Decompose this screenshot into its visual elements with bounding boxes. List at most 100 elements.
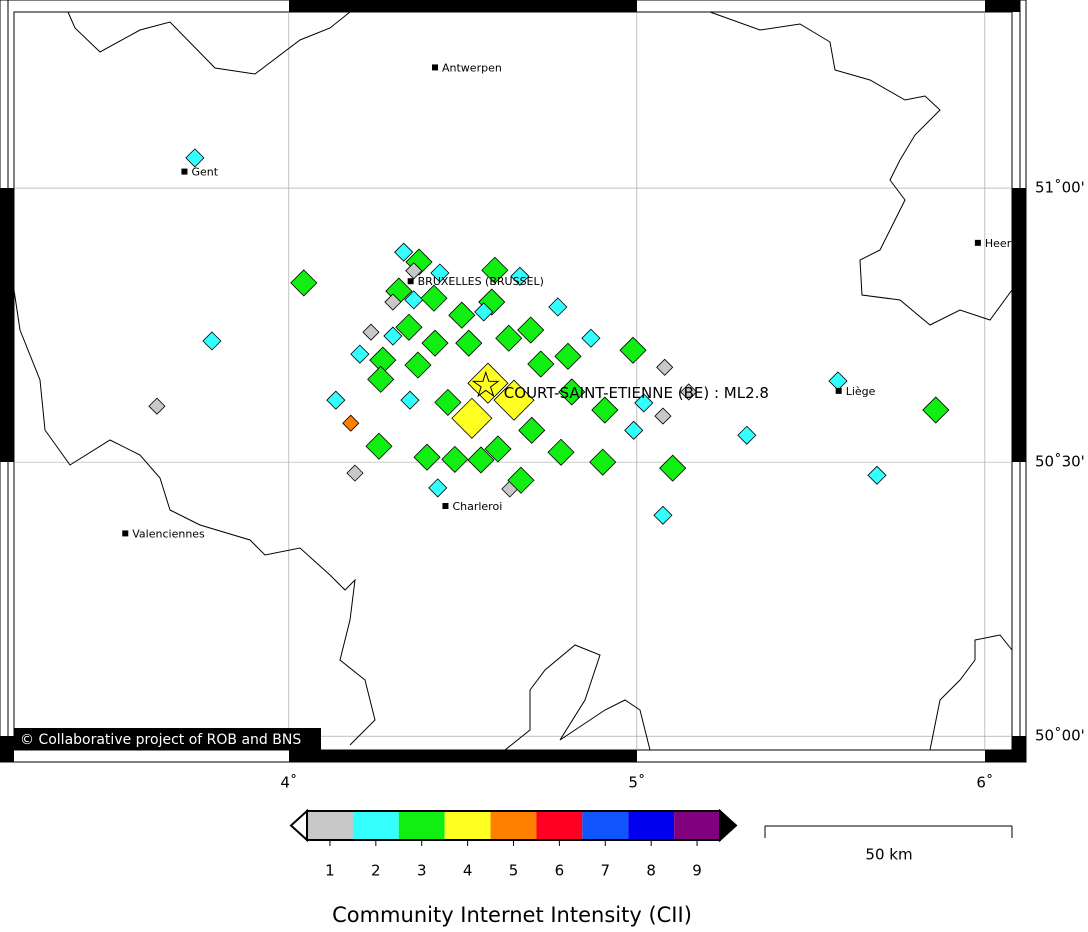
colorbar-tick-label: 1 <box>325 862 335 880</box>
report-diamond <box>362 323 380 341</box>
report-diamond <box>554 342 582 370</box>
colorbar-swatch <box>444 811 491 840</box>
report-diamond <box>680 383 698 401</box>
report-diamond <box>421 329 449 357</box>
report-diamond <box>624 420 644 440</box>
report-diamond <box>148 397 166 415</box>
report-diamond <box>448 301 476 329</box>
report-diamond <box>527 350 555 378</box>
frame-band <box>0 188 14 462</box>
report-diamond <box>451 397 493 439</box>
city-label: Heer <box>985 237 1012 250</box>
city-marker <box>442 502 449 509</box>
legend-title: Community Internet Intensity (CII) <box>332 903 692 927</box>
report-diamond <box>589 448 617 476</box>
lon-tick-label: 6˚ <box>976 774 993 792</box>
report-diamond <box>619 336 647 364</box>
frame-band <box>1012 188 1026 462</box>
report-diamond <box>430 263 450 283</box>
report-diamond <box>517 316 545 344</box>
report-diamond <box>342 414 360 432</box>
colorbar-tick-label: 7 <box>601 862 611 880</box>
report-diamond <box>441 445 469 473</box>
colorbar-low-arrow <box>289 808 308 843</box>
report-diamond <box>290 269 318 297</box>
colorbar: 1 2 3 4 5 6 7 8 9 <box>289 808 738 880</box>
frame-inner <box>13 11 1013 751</box>
report-diamond <box>653 505 673 525</box>
lat-tick-label: 50˚00' <box>1035 727 1085 745</box>
city-marker <box>835 387 842 394</box>
city-label: Charleroi <box>452 500 502 513</box>
report-diamond <box>434 388 462 416</box>
report-diamond <box>634 393 654 413</box>
epicenter-star <box>471 370 500 398</box>
colorbar-tick-label: 9 <box>692 862 702 880</box>
frame-band <box>985 750 1020 762</box>
colorbar-swatch <box>307 811 353 840</box>
report-diamond <box>326 390 346 410</box>
colorbar-swatch <box>536 811 583 840</box>
frame-border <box>0 0 1027 763</box>
frame-band <box>0 736 14 762</box>
colorbar-swatch <box>398 811 445 840</box>
report-diamond <box>365 432 393 460</box>
border <box>504 644 651 751</box>
colorbar-tick-label: 5 <box>509 862 519 880</box>
report-diamond <box>400 390 420 410</box>
frame-band <box>985 0 1020 12</box>
colorbar-swatch <box>490 811 537 840</box>
report-diamond <box>510 266 530 286</box>
city-label: Valenciennes <box>132 527 205 540</box>
credit-box <box>14 728 321 750</box>
places: Antwerpen Gent BRUXELLES (BRUSSEL) Heer Lièg… <box>122 61 1012 540</box>
credit: © Collaborative project of ROB and BNS <box>20 732 301 748</box>
report-diamond <box>867 465 887 485</box>
report-diamond <box>404 351 432 379</box>
frame-band <box>1012 736 1026 762</box>
city-marker <box>432 64 439 71</box>
report-diamond <box>428 478 448 498</box>
report-diamond <box>581 328 601 348</box>
lat-tick-label: 50˚30' <box>1035 453 1085 471</box>
event-label: COURT-SAINT-ETIENNE (BE) : ML2.8 <box>504 384 769 402</box>
report-diamond <box>350 344 370 364</box>
colorbar-tick-label: 3 <box>417 862 427 880</box>
report-diamond <box>185 148 205 168</box>
border <box>709 11 1013 326</box>
report-diamond <box>547 438 575 466</box>
report-diamond <box>507 466 535 494</box>
report-diamond <box>474 302 494 322</box>
lat-tick-label: 51˚00' <box>1035 179 1085 197</box>
report-diamond <box>654 407 672 425</box>
report-diamond <box>367 365 395 393</box>
city-marker <box>974 239 981 246</box>
city-marker <box>181 168 188 175</box>
reports <box>148 148 950 525</box>
city-label: Liège <box>846 385 876 398</box>
borders <box>13 11 1013 751</box>
report-diamond <box>548 297 568 317</box>
report-diamond <box>420 284 448 312</box>
report-diamond <box>413 443 441 471</box>
colorbar-high-arrow <box>719 808 738 843</box>
axis-labels: 4˚ 5˚ 6˚ 51˚00' 50˚30' 50˚00' <box>280 179 1084 792</box>
report-diamond <box>481 256 509 284</box>
city-marker <box>407 278 414 285</box>
colorbar-tick-label: 8 <box>646 862 656 880</box>
lon-tick-label: 4˚ <box>280 774 297 792</box>
scale-label: 50 km <box>865 846 912 864</box>
colorbar-tick-label: 6 <box>555 862 565 880</box>
report-diamond <box>394 242 414 262</box>
report-diamond <box>659 454 687 482</box>
colorbar-swatch <box>582 811 629 840</box>
report-diamond <box>455 329 483 357</box>
report-diamond <box>405 262 423 280</box>
frame-band <box>289 750 637 762</box>
report-diamond <box>395 313 423 341</box>
border <box>929 634 1013 751</box>
report-diamond <box>656 358 674 376</box>
report-diamond <box>384 293 402 311</box>
